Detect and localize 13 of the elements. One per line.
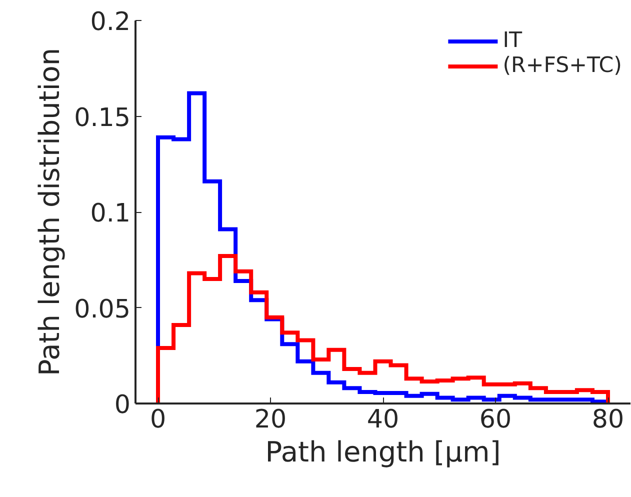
x-tick-label: 20 [254, 404, 287, 434]
y-tick-label: 0.15 [74, 102, 131, 132]
x-tick-label: 80 [592, 404, 624, 434]
legend-label: (R+FS+TC) [502, 53, 622, 78]
y-tick-label: 0.05 [74, 293, 131, 324]
legend-label: IT [502, 28, 523, 53]
y-tick-label: 0.2 [90, 6, 130, 36]
x-axis-title: Path length [μm] [265, 436, 501, 468]
y-axis-title: Path length distribution [33, 48, 66, 376]
x-tick-label: 0 [150, 404, 166, 434]
x-tick-label: 40 [366, 404, 400, 434]
x-tick-label: 60 [479, 404, 512, 434]
y-tick-label: 0.1 [90, 198, 130, 228]
